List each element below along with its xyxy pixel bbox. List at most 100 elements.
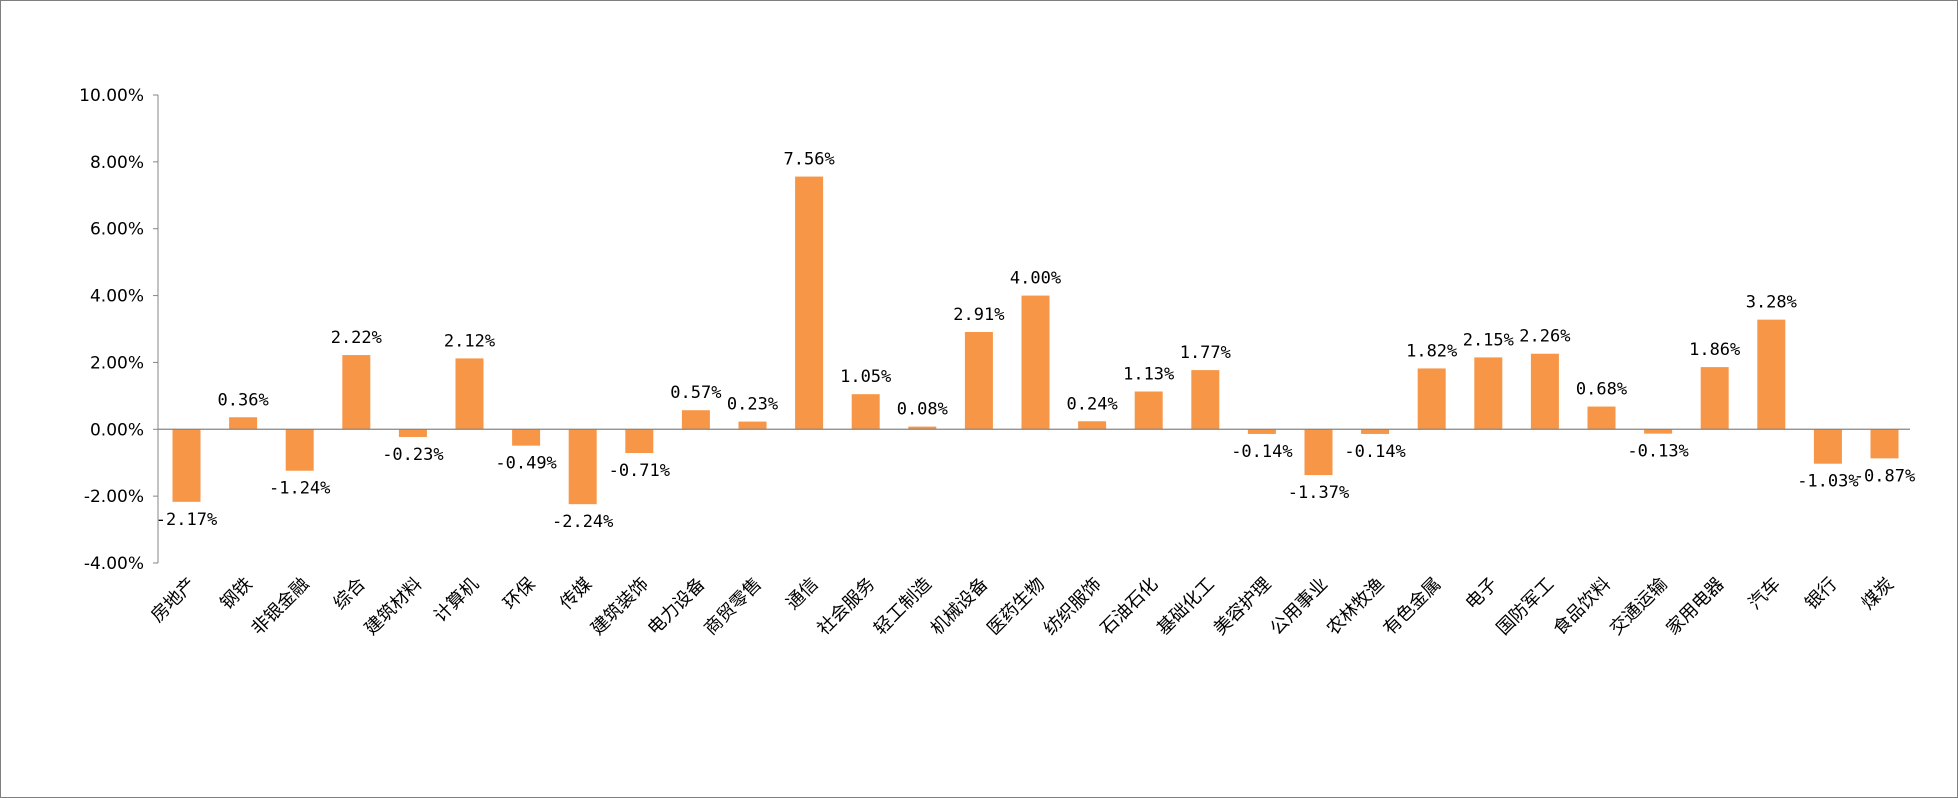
- data-label: -0.13%: [1627, 442, 1688, 462]
- data-label: 1.77%: [1180, 343, 1231, 363]
- category-label: 计算机: [430, 574, 483, 627]
- data-label: 2.12%: [444, 331, 495, 351]
- data-label: 0.24%: [1067, 394, 1118, 414]
- data-label: 3.28%: [1746, 293, 1797, 313]
- category-label: 社会服务: [813, 574, 879, 640]
- bars: [172, 176, 1899, 505]
- bar: [1757, 319, 1786, 430]
- category-label: 电子: [1462, 574, 1502, 614]
- bar: [964, 332, 993, 430]
- category-label: 电力设备: [644, 574, 710, 640]
- bar: [1191, 370, 1220, 430]
- bar: [1134, 391, 1163, 430]
- data-label: -0.87%: [1854, 466, 1915, 486]
- category-label: 银行: [1801, 574, 1841, 614]
- bar: [172, 429, 201, 502]
- bar: [681, 410, 710, 430]
- data-label: 2.26%: [1519, 327, 1570, 347]
- category-label: 食品饮料: [1549, 574, 1615, 640]
- data-label: 0.23%: [727, 395, 778, 415]
- data-label: -2.17%: [156, 510, 217, 530]
- y-tick-label: 8.00%: [90, 153, 144, 173]
- data-label: -1.37%: [1288, 483, 1349, 503]
- bar: [568, 429, 597, 505]
- category-label: 钢铁: [216, 574, 256, 614]
- data-label: -0.14%: [1344, 442, 1405, 462]
- y-tick-label: 2.00%: [90, 353, 144, 373]
- bar: [1870, 429, 1899, 459]
- category-label: 美容护理: [1210, 574, 1276, 640]
- category-label: 农林牧渔: [1323, 574, 1389, 640]
- data-label: 1.05%: [840, 367, 891, 387]
- data-label: -0.14%: [1231, 442, 1292, 462]
- data-label: 1.13%: [1123, 365, 1174, 385]
- bar: [625, 429, 654, 454]
- bar: [229, 417, 258, 430]
- category-label: 建筑材料: [361, 574, 427, 640]
- bar: [398, 429, 427, 437]
- bar: [1474, 357, 1503, 430]
- data-label: -0.71%: [609, 461, 670, 481]
- category-label: 汽车: [1745, 574, 1785, 614]
- bar: [1587, 406, 1616, 430]
- category-label: 基础化工: [1153, 574, 1219, 640]
- y-tick-label: 6.00%: [90, 220, 144, 240]
- bar: [1530, 353, 1559, 430]
- data-label: -0.49%: [495, 454, 556, 474]
- data-label: 7.56%: [784, 150, 835, 170]
- bar: [342, 355, 371, 430]
- bar: [795, 176, 824, 430]
- data-label: -0.23%: [382, 445, 443, 465]
- category-label: 医药生物: [983, 574, 1049, 640]
- y-tick-label: 10.00%: [79, 86, 144, 106]
- data-label: 0.36%: [218, 390, 269, 410]
- bar: [1078, 421, 1107, 430]
- category-label: 环保: [499, 574, 539, 614]
- category-label: 非银金融: [247, 574, 313, 640]
- category-label: 房地产: [147, 574, 200, 627]
- category-label: 通信: [782, 574, 822, 614]
- data-labels: -2.17% 0.36% -1.24% 2.22% -0.23% 2.12% -0.49% -…: [156, 150, 1915, 533]
- bar: [1644, 429, 1673, 434]
- category-label: 商贸零售: [700, 574, 766, 640]
- data-label: 0.08%: [897, 400, 948, 420]
- bar: [512, 429, 541, 446]
- y-axis: 10.00% 8.00% 6.00% 4.00% 2.00% 0.00% -2.00% -4.…: [79, 86, 159, 574]
- y-tick-label: 4.00%: [90, 287, 144, 307]
- category-label: 综合: [330, 574, 370, 614]
- category-label: 机械设备: [927, 574, 993, 640]
- bar: [1417, 368, 1446, 430]
- category-label: 传媒: [556, 574, 596, 614]
- y-tick-label: -2.00%: [84, 487, 144, 507]
- bar: [1700, 367, 1729, 430]
- data-label: 2.91%: [953, 305, 1004, 325]
- bar: [455, 358, 484, 430]
- bar: [285, 429, 314, 471]
- data-label: 0.57%: [670, 383, 721, 403]
- data-label: 1.82%: [1406, 341, 1457, 361]
- data-label: 2.22%: [331, 328, 382, 348]
- data-label: 0.68%: [1576, 380, 1627, 400]
- y-tick-label: -4.00%: [84, 554, 144, 574]
- category-label: 公用事业: [1266, 574, 1332, 640]
- category-label: 家用电器: [1662, 574, 1728, 640]
- bar: [908, 426, 937, 430]
- bar: [1361, 429, 1390, 434]
- category-label: 有色金属: [1379, 574, 1445, 640]
- category-label: 石油石化: [1096, 574, 1162, 640]
- bar: [851, 394, 880, 430]
- bar: [1021, 295, 1050, 430]
- category-label: 建筑装饰: [587, 574, 653, 640]
- bar: [738, 421, 767, 430]
- category-label: 交通运输: [1606, 574, 1672, 640]
- category-label: 煤炭: [1858, 574, 1898, 614]
- data-label: 1.86%: [1689, 340, 1740, 360]
- bar: [1304, 429, 1333, 476]
- category-label: 纺织服饰: [1040, 574, 1106, 640]
- category-label: 国防军工: [1493, 574, 1559, 640]
- data-label: 2.15%: [1463, 330, 1514, 350]
- y-tick-label: 0.00%: [90, 420, 144, 440]
- data-label: 4.00%: [1010, 269, 1061, 289]
- data-label: -2.24%: [552, 512, 613, 532]
